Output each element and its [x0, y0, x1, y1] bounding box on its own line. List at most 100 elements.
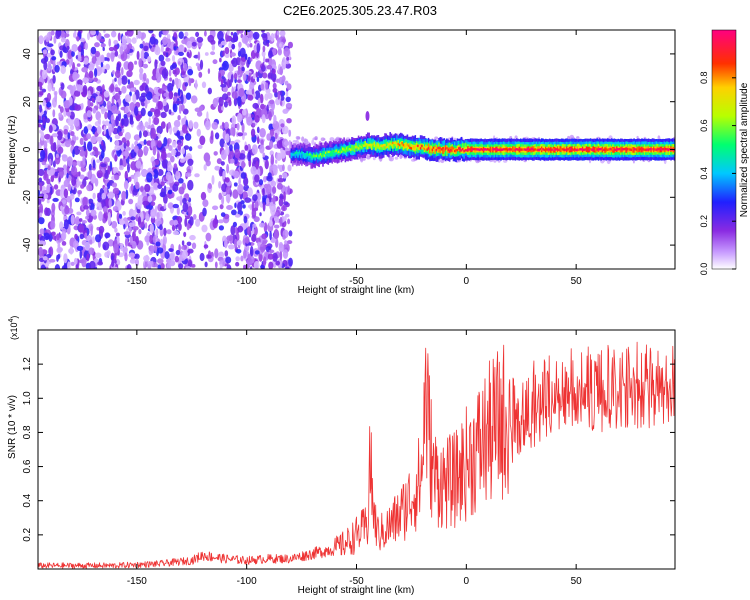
- spectrogram-noise-blob: [279, 30, 286, 37]
- spectrogram-noise-blob: [167, 121, 171, 129]
- spectrogram-ridge-cell: [485, 148, 488, 151]
- spectrogram-noise-blob: [176, 196, 183, 201]
- spectrogram-ridge-cell: [601, 148, 604, 151]
- spectrogram-ridge-cell: [585, 148, 588, 152]
- spectrogram-noise-blob: [218, 96, 224, 107]
- spectrogram-noise-blob: [169, 251, 176, 261]
- spectrogram-noise-blob: [72, 62, 75, 71]
- spectrogram-noise-blob: [113, 243, 119, 254]
- spectrogram-noise-blob: [70, 124, 75, 131]
- spectrogram-y-tick-label: 0: [22, 146, 33, 152]
- spectrogram-noise-blob: [109, 136, 113, 143]
- spectrogram-ridge-cell: [295, 151, 298, 154]
- spectrogram-ridge-cell: [500, 148, 502, 151]
- spectrogram-noise-blob: [78, 218, 83, 222]
- spectrogram-ridge-cell: [327, 151, 330, 157]
- spectrogram-noise-blob: [206, 111, 209, 121]
- spectrogram-noise-blob: [225, 185, 231, 195]
- spectrogram-noise-blob: [193, 121, 199, 129]
- spectrogram-noise-blob: [115, 194, 118, 201]
- spectrogram-ridge-cell: [313, 154, 315, 157]
- spectrogram-noise-blob: [278, 197, 284, 207]
- spectrogram-noise-blob: [140, 49, 145, 61]
- spectrogram-ridge-cell: [405, 142, 407, 148]
- spectrogram-noise-blob: [286, 56, 290, 61]
- spectrogram-noise-blob: [236, 79, 242, 83]
- spectrogram-noise-blob: [199, 59, 204, 70]
- spectrogram-noise-blob: [112, 70, 115, 75]
- spectrogram-noise-blob: [74, 104, 81, 111]
- spectrogram-ridge-cell: [645, 148, 647, 152]
- spectrogram-ridge-cell: [438, 146, 440, 153]
- spectrogram-noise-blob: [282, 204, 286, 211]
- spectrogram-noise-blob: [140, 32, 146, 39]
- spectrogram-ridge-cell: [559, 148, 562, 151]
- spectrogram-ridge-cell: [436, 147, 439, 153]
- spectrogram-noise-blob: [235, 261, 240, 267]
- spectrogram-noise-blob: [220, 212, 226, 218]
- spectrogram-ridge-cell: [556, 148, 559, 151]
- spectrogram-noise-blob: [117, 32, 121, 42]
- spectrogram-noise-blob: [121, 75, 128, 85]
- spectrogram-noise-blob: [187, 205, 193, 216]
- spectrogram-noise-blob: [64, 205, 70, 215]
- colorbar-tick-label: 0.0: [699, 263, 709, 276]
- spectrogram-noise-blob: [177, 115, 181, 121]
- spectrogram-ridge-cell: [355, 142, 357, 149]
- spectrogram-ridge-cell: [422, 146, 424, 150]
- spectrogram-noise-blob: [268, 111, 272, 121]
- spectrogram-ridge-cell: [653, 148, 655, 151]
- spectrogram-ridge-cell: [323, 154, 326, 157]
- spectrogram-noise-blob: [74, 197, 80, 203]
- spectrogram-ridge-cell: [429, 147, 431, 154]
- spectrogram-noise-blob: [287, 218, 291, 225]
- spectrogram-ridge-cell: [363, 141, 365, 148]
- spectrogram-noise-blob: [46, 101, 52, 108]
- spectrogram-noise-blob: [230, 73, 234, 83]
- spectrogram-noise-blob: [171, 62, 177, 69]
- spectrogram-noise-blob: [141, 168, 148, 178]
- spectrogram-noise-blob: [53, 184, 59, 190]
- spectrogram-ridge-cell: [343, 148, 345, 151]
- spectrogram-ridge-cell: [534, 148, 536, 151]
- spectrogram-noise-blob: [259, 93, 264, 104]
- spectrogram-noise-blob: [101, 192, 107, 200]
- spectrogram-noise-blob: [102, 46, 105, 52]
- spectrogram-panel: -150 -100 -50 0 50 -40 -20 0 20 40 Height of str…: [7, 29, 676, 296]
- spectrogram-noise-blob: [51, 202, 56, 213]
- spectrogram-noise-blob: [265, 183, 272, 195]
- spectrogram-noise-blob: [230, 31, 234, 36]
- spectrogram-noise-cloud: [38, 30, 675, 269]
- spectrogram-noise-blob: [94, 50, 100, 58]
- spectrogram-ridge-cell: [605, 148, 608, 151]
- spectrogram-noise-blob: [79, 249, 83, 259]
- spectrogram-noise-blob: [145, 213, 150, 222]
- spectrogram-noise-blob: [90, 135, 97, 144]
- spectrogram-noise-blob: [60, 82, 65, 90]
- spectrogram-noise-blob: [161, 68, 169, 79]
- spectrogram-ridge-cell: [372, 142, 374, 149]
- spectrogram-noise-blob: [172, 140, 177, 148]
- spectrogram-noise-blob: [222, 50, 225, 57]
- spectrogram-noise-blob: [166, 229, 172, 235]
- spectrogram-noise-blob: [128, 208, 135, 218]
- spectrogram-ridge-cell: [657, 148, 659, 151]
- spectrogram-noise-blob: [247, 253, 251, 263]
- spectrogram-noise-blob: [207, 87, 212, 95]
- spectrogram-noise-blob: [185, 266, 191, 269]
- spectrogram-noise-blob: [238, 41, 242, 48]
- spectrogram-noise-blob: [265, 82, 269, 90]
- spectrogram-ridge-cell: [542, 148, 544, 151]
- spectrogram-ridge-cell: [315, 154, 318, 157]
- spectrogram-noise-blob: [41, 69, 48, 80]
- spectrogram-haze-dot: [438, 159, 441, 163]
- spectrogram-noise-blob: [99, 38, 106, 43]
- spectrogram-ridge-cell: [493, 148, 496, 151]
- spectrogram-noise-blob: [122, 246, 128, 253]
- spectrogram-noise-blob: [265, 58, 270, 63]
- spectrogram-noise-blob: [91, 236, 95, 244]
- spectrogram-noise-blob: [80, 37, 86, 43]
- spectrogram-ridge-cell: [402, 143, 405, 147]
- spectrogram-ridge-cell: [554, 148, 556, 152]
- spectrogram-noise-blob: [142, 130, 148, 138]
